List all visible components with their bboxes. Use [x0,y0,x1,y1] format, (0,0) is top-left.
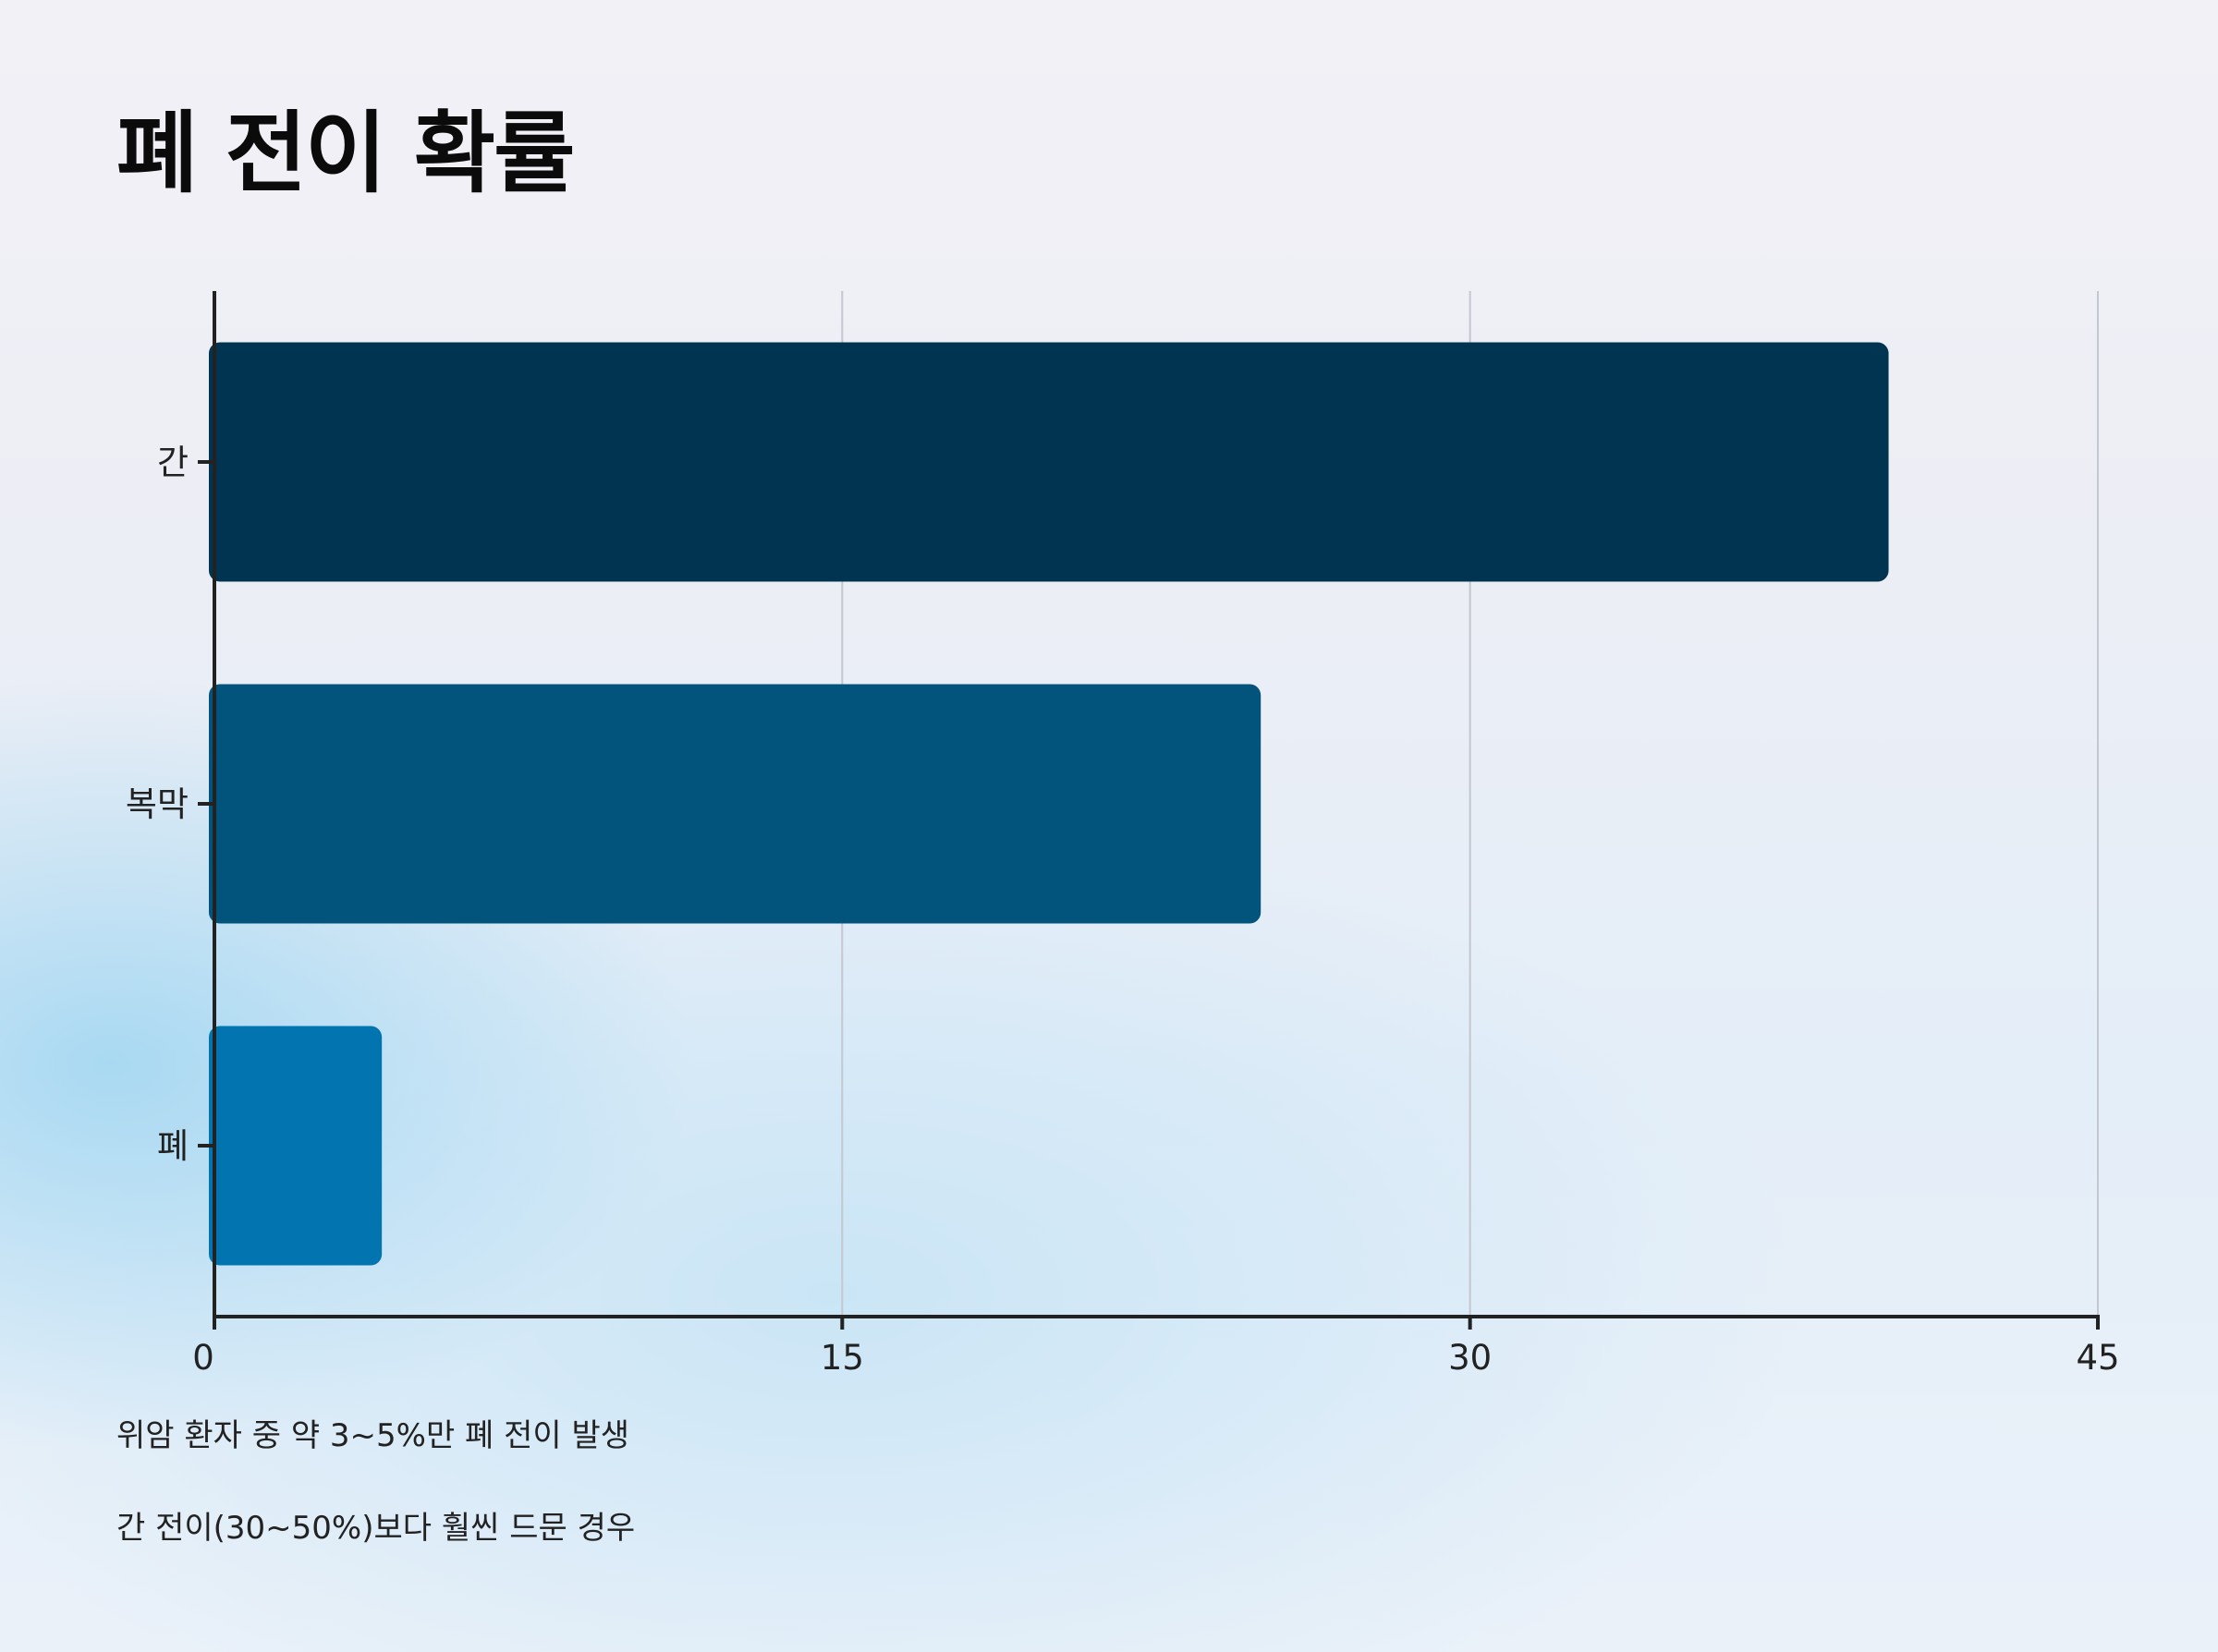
x-tick-label: 0 [192,1338,214,1378]
x-tick-labels: 0 15 30 45 [192,1338,2119,1378]
axes [198,291,2100,1330]
y-tick-label: 폐 [157,1126,189,1166]
x-tick-label: 30 [1448,1338,1492,1378]
bar [209,342,1889,582]
note-2: 간 전이(30~50%)보다 훨씬 드문 경우 [116,1510,636,1547]
x-tick-label: 15 [821,1338,864,1378]
chart-title: 폐 전이 확률 [116,102,575,205]
y-tick-label: 복막 [126,784,189,824]
bar [209,684,1261,924]
note-1: 위암 환자 중 약 3~5%만 폐 전이 발생 [116,1417,630,1454]
x-tick-label: 45 [2076,1338,2119,1378]
bar [209,1026,383,1266]
y-tick-label: 간 [157,443,189,482]
bars [209,342,1889,1266]
notes: 위암 환자 중 약 3~5%만 폐 전이 발생 간 전이(30~50%)보다 훨… [116,1414,635,1598]
